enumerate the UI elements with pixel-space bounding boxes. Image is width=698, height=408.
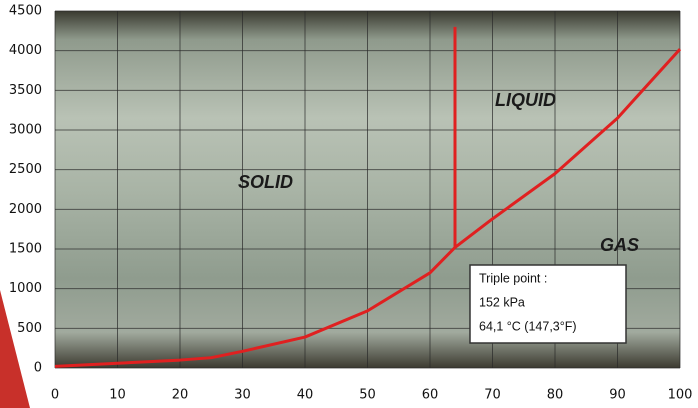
annotation-text: 152 kPa	[479, 295, 525, 309]
y-tick-label: 3000	[9, 123, 42, 138]
annotation-box	[469, 264, 627, 344]
y-tick-label: 3500	[9, 83, 42, 98]
x-tick-label: 80	[547, 388, 564, 403]
x-tick-label: 60	[422, 388, 439, 403]
curve	[54, 48, 682, 368]
region-label: GAS	[600, 235, 639, 255]
y-tick-label: 500	[17, 321, 42, 336]
y-tick-label: 2000	[9, 202, 42, 217]
x-tick-label: 30	[234, 388, 251, 403]
y-tick-label: 0	[34, 361, 42, 376]
region-label: LIQUID	[495, 90, 556, 110]
x-tick-label: 70	[484, 388, 501, 403]
x-tick-label: 0	[51, 388, 59, 403]
y-tick-label: 1500	[9, 242, 42, 257]
y-tick-label: 2500	[9, 162, 42, 177]
annotation-text: Triple point :	[479, 271, 547, 285]
x-tick-label: 40	[297, 388, 314, 403]
x-tick-label: 10	[109, 388, 126, 403]
y-tick-label: 1000	[9, 281, 42, 296]
x-tick-label: 20	[172, 388, 189, 403]
x-tick-label: 90	[609, 388, 626, 403]
decoration	[0, 290, 30, 408]
annotation-text: 64,1 °C (147,3°F)	[479, 319, 577, 333]
x-tick-label: 50	[359, 388, 376, 403]
y-tick-label: 4000	[9, 43, 42, 58]
y-tick-label: 4500	[9, 4, 42, 19]
region-label: SOLID	[238, 172, 293, 192]
x-tick-label: 100	[668, 388, 693, 403]
